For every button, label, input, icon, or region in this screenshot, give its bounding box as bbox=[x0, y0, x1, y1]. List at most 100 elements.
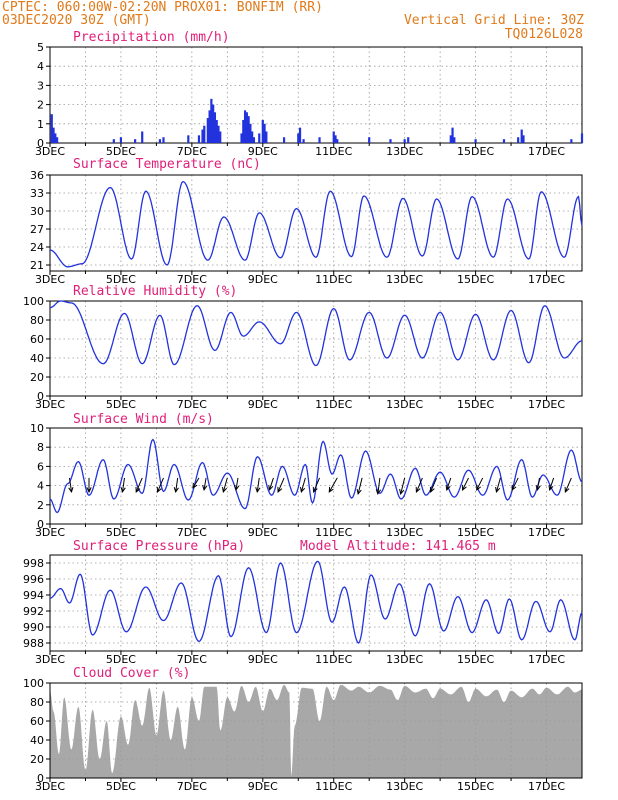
precip-bar bbox=[261, 119, 264, 143]
x-tick-label: 9DEC bbox=[248, 398, 278, 411]
x-tick-label: 7DEC bbox=[177, 398, 207, 411]
x-tick-label: 9DEC bbox=[248, 526, 278, 539]
y-tick-label: 994 bbox=[23, 589, 44, 602]
y-tick-label: 2 bbox=[37, 499, 44, 512]
precip-bar bbox=[217, 125, 220, 143]
wind-arrow bbox=[511, 477, 519, 491]
wind-arrow-head bbox=[300, 486, 306, 494]
x-tick-label: 15DEC bbox=[457, 653, 494, 666]
y-tick-label: 20 bbox=[30, 371, 44, 384]
precip-bar bbox=[332, 131, 335, 143]
precip-bar bbox=[201, 129, 204, 143]
precip-bar bbox=[210, 98, 213, 143]
panel-temp: 21 24 27 30 33 36 3DEC 5DEC 7DEC 9DEC 11DEC 13DEC 15… bbox=[30, 157, 583, 286]
plot-frame bbox=[49, 46, 583, 144]
wind-arrow-head bbox=[375, 489, 382, 496]
x-tick-label: 3DEC bbox=[35, 273, 65, 286]
wind-arrow-head bbox=[548, 484, 554, 492]
x-tick-label: 17DEC bbox=[528, 398, 565, 411]
x-tick-label: 3DEC bbox=[35, 653, 65, 666]
wind-arrow bbox=[564, 477, 572, 493]
y-tick-label: 8 bbox=[37, 441, 44, 454]
precip-bar bbox=[403, 139, 406, 143]
y-tick-label: 30 bbox=[30, 205, 44, 218]
wind-arrow-head bbox=[429, 486, 435, 493]
precip-bar bbox=[215, 119, 218, 143]
x-tick-label: 11DEC bbox=[315, 780, 352, 793]
y-tick-label: 996 bbox=[23, 573, 44, 586]
x-tick-label: 3DEC bbox=[35, 398, 65, 411]
x-tick-label: 15DEC bbox=[457, 145, 494, 158]
x-tick-label: 17DEC bbox=[528, 653, 565, 666]
wind-arrow-head bbox=[202, 484, 208, 492]
precip-bar bbox=[407, 137, 410, 143]
x-tick-label: 11DEC bbox=[315, 273, 352, 286]
wind-arrow bbox=[157, 477, 164, 493]
x-tick-label: 13DEC bbox=[386, 526, 423, 539]
precip-bar bbox=[302, 139, 305, 143]
wind-arrow-head bbox=[312, 486, 318, 493]
wind-arrow bbox=[377, 477, 381, 494]
precip-bar bbox=[517, 137, 520, 143]
wind-arrow bbox=[256, 477, 260, 492]
precip-bar bbox=[52, 127, 55, 143]
precip-bar bbox=[263, 123, 266, 143]
x-tick-label: 3DEC bbox=[35, 145, 65, 158]
precip-bar bbox=[203, 125, 206, 143]
y-tick-label: 5 bbox=[37, 41, 44, 54]
precip-bar bbox=[206, 118, 209, 143]
precip-bar bbox=[243, 110, 247, 143]
panel-precip: 0 1 2 3 4 5 3DEC 5DEC 7DEC 9DEC 11DEC 13DEC 15DEC 17D… bbox=[35, 30, 584, 158]
y-tick-label: 10 bbox=[30, 422, 44, 435]
y-tick-label: 24 bbox=[30, 241, 44, 254]
panel-title: Surface Pressure (hPa) bbox=[73, 539, 245, 554]
panel-title: Precipitation (mm/h) bbox=[73, 30, 230, 45]
wind-arrow bbox=[235, 477, 239, 491]
y-tick-label: 60 bbox=[30, 715, 44, 728]
x-tick-label: 7DEC bbox=[177, 273, 207, 286]
precip-bar bbox=[474, 139, 477, 143]
precip-bar bbox=[520, 129, 523, 143]
precip-bar bbox=[252, 137, 256, 143]
precip-bar bbox=[141, 131, 144, 143]
wind-arrow bbox=[328, 477, 338, 493]
wind-arrow bbox=[69, 477, 73, 492]
panel-subtitle: Model Altitude: 141.465 m bbox=[300, 539, 496, 554]
panel-rh: 0 20 40 60 80 100 3DEC 5DEC 7DEC 9DEC 11DEC 13DEC 15… bbox=[23, 284, 583, 411]
precip-bar bbox=[282, 137, 286, 143]
wind-arrow bbox=[313, 477, 321, 493]
x-tick-label: 9DEC bbox=[248, 145, 278, 158]
wind-arrow bbox=[277, 477, 285, 493]
panel-title: Surface Temperature (nC) bbox=[73, 157, 261, 172]
header-code: TQ0126L028 bbox=[505, 27, 583, 42]
precip-bar bbox=[297, 133, 300, 143]
y-tick-label: 2 bbox=[37, 99, 44, 112]
y-tick-label: 80 bbox=[30, 314, 44, 327]
wind-arrow bbox=[135, 477, 143, 493]
y-tick-label: 60 bbox=[30, 333, 44, 346]
precip-bar bbox=[245, 112, 248, 143]
x-tick-label: 3DEC bbox=[35, 526, 65, 539]
wind-arrow bbox=[300, 477, 306, 493]
wind-arrow-head bbox=[461, 484, 467, 491]
panel-title: Surface Wind (m/s) bbox=[73, 412, 214, 427]
x-tick-label: 5DEC bbox=[106, 780, 136, 793]
panel-title: Cloud Cover (%) bbox=[73, 666, 190, 681]
precip-bar bbox=[162, 137, 165, 143]
wind-arrow bbox=[222, 477, 228, 493]
x-tick-label: 13DEC bbox=[386, 398, 423, 411]
y-tick-label: 33 bbox=[30, 187, 44, 200]
y-tick-label: 27 bbox=[30, 223, 44, 236]
plot-frame bbox=[49, 300, 583, 397]
y-tick-label: 6 bbox=[37, 460, 44, 473]
x-tick-label: 7DEC bbox=[177, 780, 207, 793]
x-tick-label: 5DEC bbox=[106, 526, 136, 539]
precip-bar bbox=[213, 112, 217, 143]
wind-arrow bbox=[462, 477, 469, 491]
wind-arrow-head bbox=[277, 486, 283, 493]
y-tick-label: 992 bbox=[23, 605, 44, 618]
x-tick-label: 7DEC bbox=[177, 145, 207, 158]
header-line1: CPTEC: 060:00W-02:20N PROX01: BONFIM (RR… bbox=[2, 0, 323, 15]
y-tick-label: 1 bbox=[37, 118, 44, 131]
y-tick-label: 20 bbox=[30, 753, 44, 766]
